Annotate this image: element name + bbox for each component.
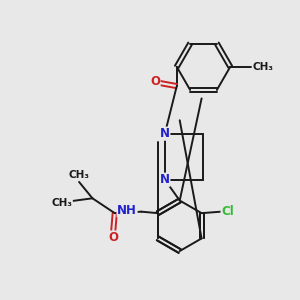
Text: CH₃: CH₃ — [51, 198, 72, 208]
Text: O: O — [108, 231, 118, 244]
Text: NH: NH — [117, 204, 137, 217]
Text: CH₃: CH₃ — [253, 62, 274, 72]
Text: N: N — [160, 127, 170, 140]
Text: Cl: Cl — [221, 205, 234, 218]
Text: O: O — [150, 75, 160, 88]
Text: CH₃: CH₃ — [69, 169, 90, 179]
Text: N: N — [160, 173, 170, 186]
